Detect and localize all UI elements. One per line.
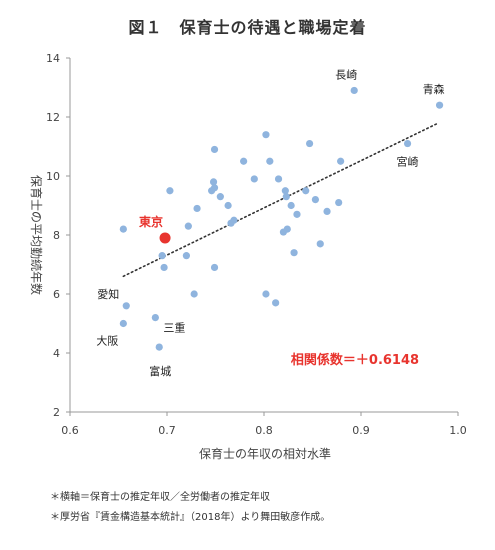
y-tick-label: 6	[53, 288, 60, 301]
x-tick-label: 1.0	[449, 424, 467, 437]
trend-layer	[122, 122, 440, 278]
data-point	[230, 216, 238, 224]
data-point	[323, 207, 331, 215]
points-layer	[119, 86, 444, 351]
y-tick-label: 4	[53, 347, 60, 360]
footnotes: ＊横軸＝保育士の推定年収／全労働者の推定年収 ＊厚労省『賃金構造基本統計』（20…	[50, 488, 330, 528]
data-point	[281, 187, 289, 195]
point-label: 富城	[149, 364, 171, 378]
data-point	[122, 302, 130, 310]
correlation-label: 相関係数＝＋0.6148	[291, 352, 419, 368]
data-point	[302, 187, 310, 195]
data-point	[403, 139, 412, 148]
x-tick-label: 0.9	[352, 424, 370, 437]
data-point	[184, 222, 192, 230]
data-point	[151, 314, 159, 322]
data-point	[335, 198, 343, 207]
data-point	[182, 252, 190, 260]
data-point	[190, 290, 198, 298]
data-point	[209, 178, 218, 186]
data-point	[216, 193, 224, 201]
data-point	[282, 193, 290, 201]
data-point	[266, 157, 274, 165]
data-point	[158, 252, 166, 260]
data-point	[283, 225, 291, 233]
point-label: 宮崎	[397, 155, 419, 169]
data-point	[435, 101, 444, 109]
y-tick-label: 2	[53, 406, 60, 419]
data-point	[224, 201, 232, 210]
highlight-point	[159, 232, 171, 244]
data-point	[193, 204, 201, 213]
trend-line	[122, 122, 440, 278]
chart-title: 図１ 保育士の待遇と職場定着	[128, 18, 367, 37]
data-point	[262, 131, 270, 139]
axes: 0.6 0.7 0.8 0.9 1.0 2 4 6 8 10 12 14	[46, 52, 467, 437]
data-point	[337, 157, 345, 165]
data-point	[210, 184, 219, 192]
footnote-axis: ＊横軸＝保育士の推定年収／全労働者の推定年収	[50, 492, 270, 503]
data-point	[305, 139, 314, 148]
point-label: 愛知	[97, 287, 119, 301]
y-tick-label: 12	[46, 111, 60, 124]
point-label: 長崎	[335, 67, 357, 81]
data-point	[316, 240, 324, 248]
data-point	[160, 263, 168, 272]
data-point	[166, 187, 174, 195]
footnote-source: ＊厚労省『賃金構造基本統計』（2018年）より舞田敏彦作成。	[50, 512, 331, 523]
data-point	[119, 225, 127, 233]
data-point	[240, 157, 248, 165]
highlight-label: 東京	[139, 214, 163, 229]
data-point	[250, 175, 258, 183]
y-axis-label: 保育士の平均勤続年数	[29, 175, 44, 295]
x-tick-label: 0.6	[61, 424, 79, 437]
data-point	[311, 196, 320, 204]
data-point	[290, 249, 298, 257]
point-label: 青森	[423, 82, 445, 96]
data-point	[274, 175, 283, 183]
data-point	[210, 145, 219, 154]
data-point	[272, 299, 280, 307]
x-axis-label: 保育士の年収の相対水準	[199, 446, 331, 461]
x-tick-label: 0.7	[158, 424, 176, 437]
data-point	[262, 290, 270, 298]
data-point	[287, 201, 295, 210]
y-tick-label: 8	[53, 229, 60, 242]
data-point	[119, 319, 127, 328]
point-label: 三重	[163, 321, 185, 335]
y-tick-label: 14	[46, 52, 60, 65]
y-tick-label: 10	[46, 170, 60, 183]
data-point	[155, 343, 163, 351]
data-point	[293, 210, 301, 218]
data-point	[350, 86, 358, 95]
data-point	[210, 263, 219, 272]
x-tick-label: 0.8	[255, 424, 273, 437]
point-label: 大阪	[96, 334, 118, 348]
